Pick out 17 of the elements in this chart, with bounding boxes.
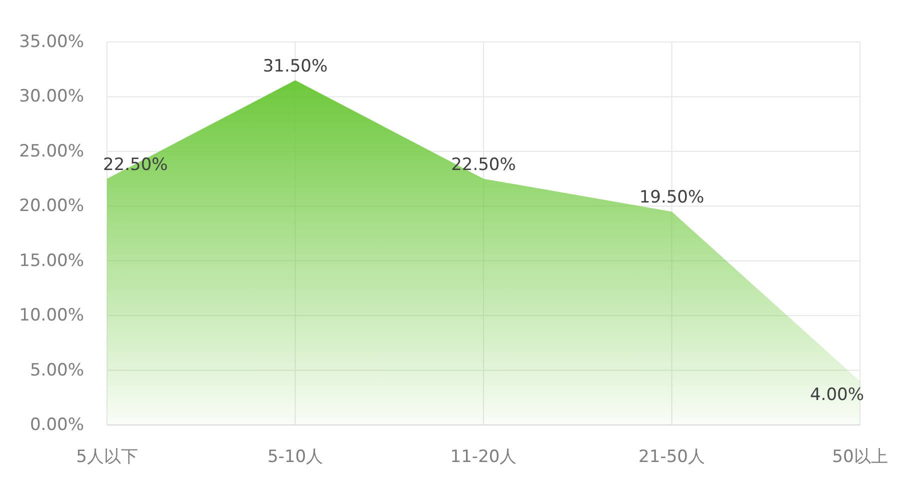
data-label: 4.00% [810, 385, 864, 406]
data-label: 31.50% [262, 56, 328, 76]
x-tick-label: 21-50人 [638, 447, 705, 467]
y-tick-label: 30.00% [19, 86, 84, 107]
y-tick-label: 20.00% [19, 196, 84, 216]
x-tick-label: 5-10人 [267, 447, 324, 467]
x-tick-label: 50以上 [832, 447, 888, 467]
data-label: 22.50% [451, 154, 516, 175]
data-label: 19.50% [639, 188, 704, 208]
y-tick-label: 10.00% [19, 306, 84, 326]
y-tick-label: 15.00% [19, 250, 84, 271]
y-tick-label: 25.00% [19, 141, 84, 162]
x-tick-label: 11-20人 [450, 447, 517, 467]
y-tick-label: 5.00% [30, 360, 84, 380]
x-tick-label: 5人以下 [76, 447, 138, 467]
y-tick-label: 35.00% [19, 32, 84, 52]
y-tick-label: 0.00% [30, 415, 84, 435]
